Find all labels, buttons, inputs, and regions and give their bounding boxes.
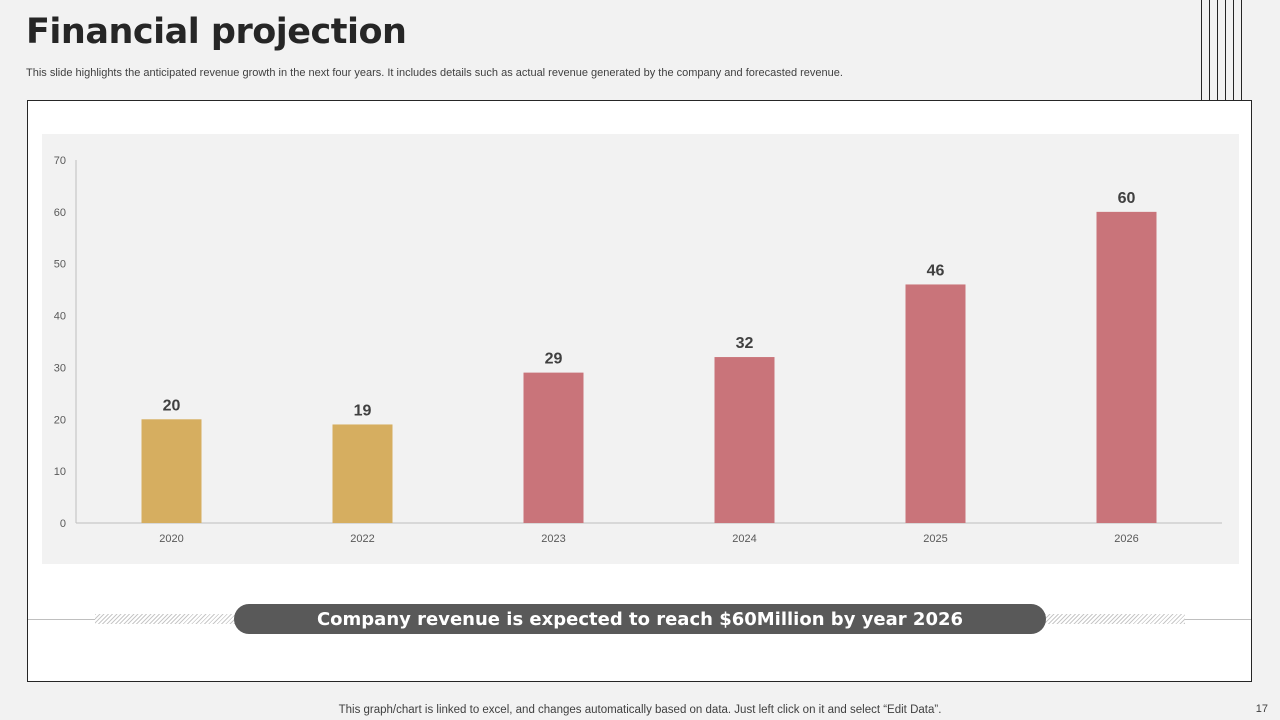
bar-2026[interactable]	[1096, 211, 1157, 523]
y-tick-label: 40	[54, 311, 66, 323]
y-tick-label: 60	[54, 207, 66, 219]
decorative-vertical-lines	[1200, 0, 1248, 100]
chart-panel: 0 10 20 30 40 50 60 70 20 2020 19 2022 29 2023 32 2024 4…	[27, 100, 1252, 682]
chart-plot-area[interactable]: 0 10 20 30 40 50 60 70 20 2020 19 2022 29 2023 32 2024 4…	[42, 134, 1239, 564]
footer-note: This graph/chart is linked to excel, and…	[338, 704, 942, 716]
y-tick-label: 70	[54, 155, 66, 167]
data-label-2022: 19	[354, 402, 372, 419]
y-tick-label: 10	[54, 466, 66, 478]
page-number: 17	[1255, 703, 1268, 715]
slide-subtitle: This slide highlights the anticipated re…	[26, 67, 843, 79]
revenue-bar-chart[interactable]: 0102030405060702020201920222920233220244…	[42, 134, 1239, 564]
data-label-2026: 60	[1118, 190, 1136, 207]
slide-title: Financial projection	[26, 12, 407, 52]
bar-2023[interactable]	[523, 372, 584, 523]
x-tick-label-2022: 2022	[350, 533, 374, 545]
bar-2022[interactable]	[332, 424, 393, 523]
x-tick-label-2023: 2023	[541, 533, 565, 545]
data-label-2024: 32	[736, 335, 754, 352]
bar-2020[interactable]	[141, 419, 202, 523]
y-tick-label: 50	[54, 259, 66, 271]
x-tick-label-2024: 2024	[732, 533, 756, 545]
y-tick-label: 0	[60, 518, 66, 530]
data-label-2023: 29	[545, 351, 563, 368]
x-tick-label-2020: 2020	[159, 533, 183, 545]
banner-hatch-left	[95, 614, 235, 624]
bar-2025[interactable]	[905, 284, 966, 523]
bar-2024[interactable]	[714, 357, 775, 523]
data-label-2020: 20	[163, 397, 181, 414]
data-label-2025: 46	[927, 262, 945, 279]
y-tick-label: 20	[54, 414, 66, 426]
x-tick-label-2026: 2026	[1114, 533, 1138, 545]
banner-hatch-right	[1045, 614, 1185, 624]
y-tick-label: 30	[54, 362, 66, 374]
revenue-summary-banner: Company revenue is expected to reach $60…	[234, 604, 1046, 634]
x-tick-label-2025: 2025	[923, 533, 947, 545]
